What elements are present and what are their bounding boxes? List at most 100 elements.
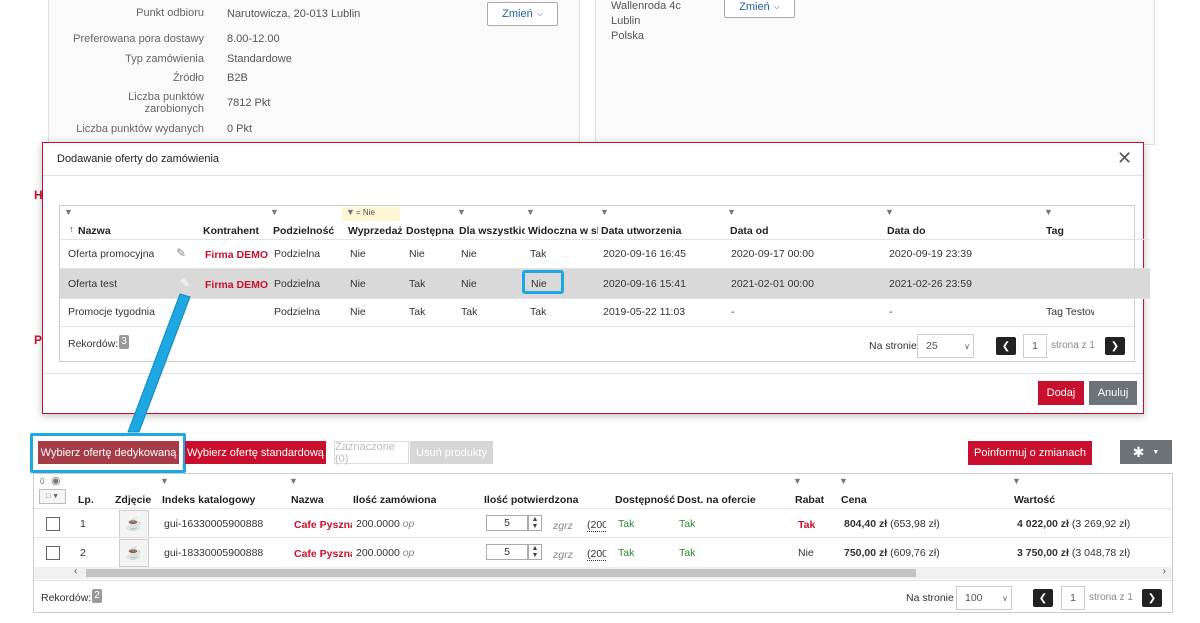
scroll-left-icon[interactable]: ‹ bbox=[74, 566, 78, 577]
next-page-button[interactable]: ❯ bbox=[1105, 337, 1125, 355]
per-page-select[interactable]: 25 ∨ bbox=[917, 334, 974, 358]
selected-button[interactable]: Zaznaczone (0) bbox=[334, 441, 409, 465]
horizontal-scrollbar[interactable]: ‹ › bbox=[34, 566, 1172, 579]
contractor-link[interactable]: Firma DEMO bbox=[205, 279, 269, 291]
prev-page-button[interactable]: ❮ bbox=[1033, 589, 1053, 607]
product-link[interactable]: Cafe Pyszna bbox=[294, 548, 352, 560]
col-header-discount[interactable]: Rabat bbox=[795, 494, 825, 506]
select-all-dropdown[interactable]: □ ▼ bbox=[39, 489, 66, 504]
filter-icon[interactable]: ▼ bbox=[727, 207, 736, 217]
modal-footer-divider bbox=[43, 373, 1143, 374]
page-input[interactable]: 1 bbox=[1061, 586, 1085, 610]
change-address-button[interactable]: Zmień ⌵ bbox=[724, 0, 795, 18]
change-pickup-button[interactable]: Zmień ⌵ bbox=[487, 2, 558, 26]
col-header-name[interactable]: Nazwa bbox=[78, 225, 111, 237]
availability: Tak bbox=[618, 518, 635, 530]
confirm-qty-input[interactable]: 5 bbox=[486, 515, 528, 531]
table-row[interactable] bbox=[60, 239, 1150, 268]
col-header-offer-availability[interactable]: Dost. na ofercie bbox=[677, 494, 756, 506]
table-row[interactable] bbox=[34, 508, 1172, 538]
col-header-value[interactable]: Wartość bbox=[1014, 494, 1056, 506]
filter-icon[interactable]: ▼ bbox=[793, 476, 802, 486]
table-row[interactable] bbox=[60, 298, 1150, 327]
filter-icon[interactable]: ▼ bbox=[600, 207, 609, 217]
col-header-sale[interactable]: Wyprzedaż bbox=[348, 225, 402, 237]
col-header-qty-ordered[interactable]: Ilość zamówiona bbox=[353, 494, 437, 506]
prev-page-button[interactable]: ❮ bbox=[996, 337, 1016, 355]
product-thumbnail[interactable]: ☕ bbox=[119, 539, 149, 567]
discount[interactable]: Tak bbox=[798, 519, 816, 531]
col-header-for-all[interactable]: Dla wszystkich bbox=[459, 225, 525, 237]
col-header-date-from[interactable]: Data od bbox=[730, 225, 769, 237]
per-page-select[interactable]: 100 ∨ bbox=[956, 586, 1012, 610]
link-icon[interactable]: ✎ bbox=[180, 276, 191, 290]
row-checkbox[interactable] bbox=[46, 546, 60, 560]
link-icon[interactable]: ✎ bbox=[176, 246, 187, 260]
col-header-lp[interactable]: Lp. bbox=[78, 494, 94, 506]
qty-stepper[interactable]: ▲ ▼ bbox=[528, 544, 542, 560]
col-header-visible[interactable]: Widoczna w sk bbox=[528, 225, 598, 237]
col-header-availability[interactable]: Dostępność bbox=[615, 494, 676, 506]
filter-icon[interactable]: ▼ bbox=[526, 207, 535, 217]
sort-icon[interactable]: ↑ bbox=[69, 224, 74, 234]
product-image-icon: ☕ bbox=[125, 545, 143, 560]
notify-changes-button[interactable]: Poinformuj o zmianach bbox=[968, 441, 1092, 465]
scrollbar-thumb[interactable] bbox=[86, 569, 916, 577]
col-header-photo[interactable]: Zdjęcie bbox=[115, 494, 152, 506]
tools-button[interactable]: ✱ ▼ bbox=[1120, 440, 1172, 464]
filter-icon[interactable]: ▼ bbox=[839, 476, 848, 486]
chevron-down-icon: ∨ bbox=[1002, 593, 1008, 603]
col-header-created[interactable]: Data utworzenia bbox=[601, 225, 682, 237]
col-header-qty-confirmed[interactable]: Ilość potwierdzona bbox=[484, 494, 579, 506]
date-to: - bbox=[889, 306, 893, 318]
product-link[interactable]: Cafe Pyszna bbox=[294, 519, 352, 531]
select-dedicated-offer-button[interactable]: Wybierz ofertę dedykowaną bbox=[38, 441, 179, 464]
filter-icon[interactable]: ▼ bbox=[289, 476, 298, 486]
scroll-right-icon[interactable]: › bbox=[1162, 566, 1166, 577]
filter-icon[interactable]: ▼ bbox=[1044, 207, 1053, 217]
col-header-price[interactable]: Cena bbox=[841, 494, 867, 506]
filter-icon[interactable]: ▼ bbox=[885, 207, 894, 217]
col-header-name[interactable]: Nazwa bbox=[291, 494, 324, 506]
close-icon[interactable]: ✕ bbox=[1117, 148, 1133, 168]
modal-title: Dodawanie oferty do zamówienia bbox=[57, 153, 220, 165]
contractor-link[interactable]: Firma DEMO bbox=[205, 249, 269, 261]
grid-footer bbox=[60, 326, 1134, 362]
col-header-date-to[interactable]: Data do bbox=[887, 225, 926, 237]
address-panel bbox=[595, 0, 1155, 145]
col-header-index[interactable]: Indeks katalogowy bbox=[162, 494, 256, 506]
page-input[interactable]: 1 bbox=[1023, 334, 1047, 358]
filter-icon[interactable]: ▼ bbox=[64, 207, 73, 217]
table-row[interactable] bbox=[34, 537, 1172, 567]
col-header-contractor[interactable]: Kontrahent bbox=[203, 225, 259, 237]
select-standard-offer-button[interactable]: Wybierz ofertę standardową bbox=[185, 441, 326, 464]
qty-unit: op bbox=[402, 547, 415, 559]
filter-badge[interactable]: = Nie bbox=[356, 208, 375, 217]
filter-icon[interactable]: ▼ bbox=[346, 207, 355, 217]
confirm-qty-input[interactable]: 5 bbox=[486, 544, 528, 560]
offer-availability: Tak bbox=[679, 518, 696, 530]
filter-icon[interactable]: ▼ bbox=[457, 207, 466, 217]
filter-icon[interactable]: ▼ bbox=[160, 476, 169, 486]
price-net: (609,76 zł) bbox=[890, 547, 940, 559]
col-header-available[interactable]: Dostępna bbox=[406, 225, 454, 237]
qty-ordered: 200.0000 op bbox=[356, 518, 414, 530]
cancel-button[interactable]: Anuluj bbox=[1089, 381, 1137, 405]
row-checkbox[interactable] bbox=[46, 517, 60, 531]
table-row-selected[interactable] bbox=[60, 268, 1150, 299]
for-all: Nie bbox=[461, 278, 477, 290]
eye-icon[interactable]: ◉ bbox=[51, 475, 61, 487]
chevron-down-icon: ⌵ bbox=[773, 2, 780, 11]
qty-stepper[interactable]: ▲ ▼ bbox=[528, 515, 542, 531]
product-thumbnail[interactable]: ☕ bbox=[119, 510, 149, 538]
remove-products-button[interactable]: Usuń produkty bbox=[410, 441, 493, 464]
row-index: gui-18330005900888 bbox=[164, 547, 264, 559]
col-header-divisibility[interactable]: Podzielność bbox=[273, 225, 335, 237]
col-header-tag[interactable]: Tag bbox=[1046, 225, 1064, 237]
filter-icon[interactable]: ▼ bbox=[1012, 476, 1021, 486]
per-page-value: 100 bbox=[965, 592, 983, 604]
filter-icon[interactable]: ▼ bbox=[270, 207, 279, 217]
add-button[interactable]: Dodaj bbox=[1038, 381, 1084, 405]
available: Tak bbox=[409, 278, 426, 290]
next-page-button[interactable]: ❯ bbox=[1142, 589, 1162, 607]
